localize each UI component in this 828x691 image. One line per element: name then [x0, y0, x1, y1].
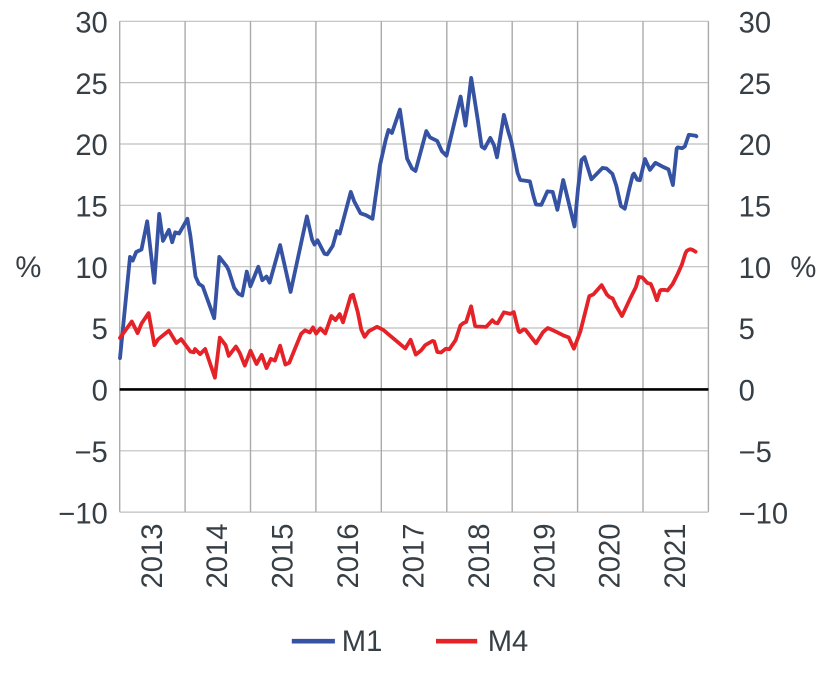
svg-text:2018: 2018: [464, 524, 496, 589]
svg-text:25: 25: [739, 69, 771, 101]
svg-text:−5: −5: [75, 437, 108, 469]
svg-text:5: 5: [92, 314, 108, 346]
svg-text:%: %: [790, 252, 816, 284]
svg-text:30: 30: [75, 8, 107, 40]
svg-text:2017: 2017: [398, 524, 430, 589]
svg-text:M1: M1: [342, 626, 383, 658]
svg-text:−10: −10: [58, 498, 108, 530]
svg-text:30: 30: [739, 8, 771, 40]
svg-text:%: %: [15, 252, 41, 284]
svg-text:15: 15: [739, 192, 771, 224]
svg-text:15: 15: [75, 192, 107, 224]
svg-text:2020: 2020: [595, 524, 627, 589]
svg-text:2019: 2019: [529, 524, 561, 589]
svg-text:−10: −10: [739, 498, 789, 530]
svg-text:2014: 2014: [202, 524, 234, 589]
svg-text:10: 10: [75, 253, 107, 285]
svg-text:2013: 2013: [137, 524, 169, 589]
svg-text:2021: 2021: [660, 524, 692, 589]
svg-text:20: 20: [75, 130, 107, 162]
svg-text:25: 25: [75, 69, 107, 101]
svg-text:20: 20: [739, 130, 771, 162]
svg-text:5: 5: [739, 314, 755, 346]
svg-text:−5: −5: [739, 437, 772, 469]
svg-text:2015: 2015: [268, 524, 300, 589]
svg-text:M4: M4: [488, 626, 529, 658]
svg-text:0: 0: [92, 376, 108, 408]
svg-text:2016: 2016: [333, 524, 365, 589]
svg-text:0: 0: [739, 376, 755, 408]
svg-text:10: 10: [739, 253, 771, 285]
